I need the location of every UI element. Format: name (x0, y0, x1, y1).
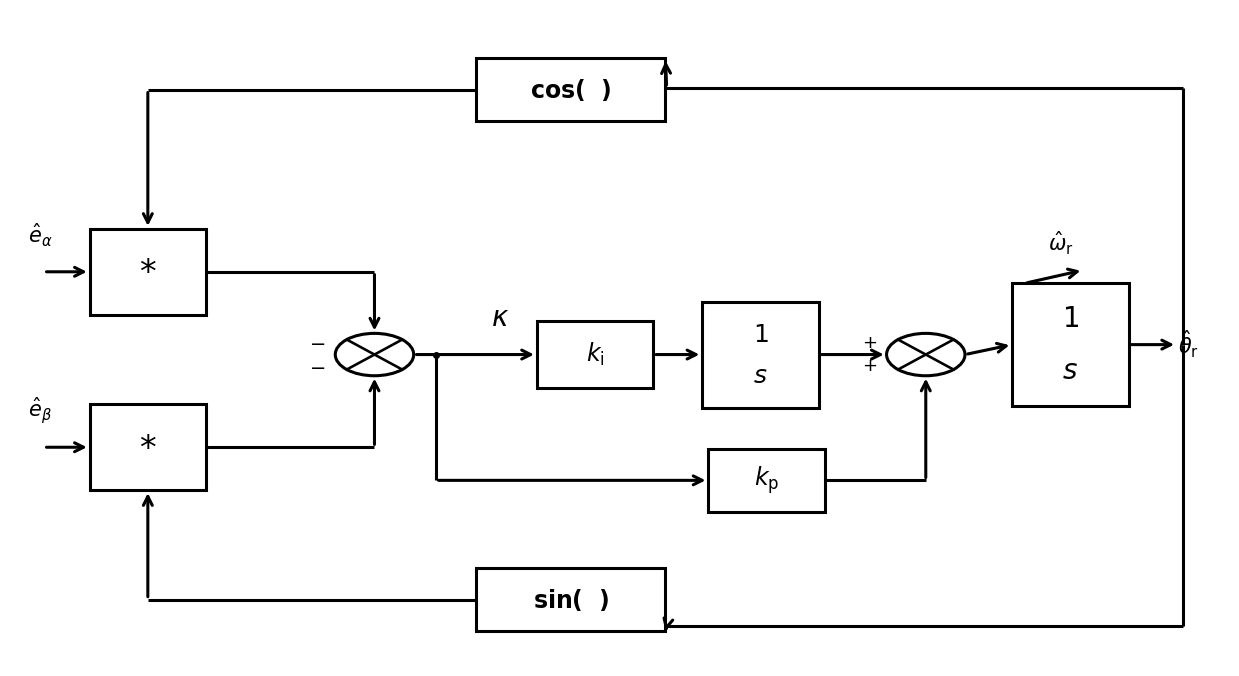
Text: $k_{\mathrm{i}}$: $k_{\mathrm{i}}$ (586, 341, 605, 368)
Bar (89, 404, 206, 490)
Text: $-$: $-$ (310, 333, 326, 352)
Text: $k_{\mathrm{p}}$: $k_{\mathrm{p}}$ (753, 464, 779, 496)
Circle shape (887, 333, 965, 376)
Text: $\hat{e}_{\alpha}$: $\hat{e}_{\alpha}$ (27, 222, 52, 249)
Text: $\mathbf{sin(\ \ )}$: $\mathbf{sin(\ \ )}$ (533, 587, 608, 612)
Text: $\hat{\theta}_{\mathrm{r}}$: $\hat{\theta}_{\mathrm{r}}$ (1177, 329, 1198, 360)
Circle shape (336, 333, 414, 376)
Text: $\hat{\omega}_{\mathrm{r}}$: $\hat{\omega}_{\mathrm{r}}$ (1048, 230, 1073, 258)
Text: $1$: $1$ (1062, 306, 1079, 333)
Text: $\mathbf{cos(\ \ )}$: $\mathbf{cos(\ \ )}$ (530, 76, 611, 103)
Text: $-$: $-$ (310, 357, 326, 376)
Text: $s$: $s$ (1062, 357, 1078, 385)
Bar (1012, 283, 1129, 406)
Bar (476, 568, 665, 631)
Text: $1$: $1$ (752, 322, 768, 347)
Text: $*$: $*$ (139, 256, 156, 288)
Text: $\kappa$: $\kappa$ (491, 304, 509, 332)
Bar (703, 301, 819, 408)
Bar (536, 322, 653, 387)
Text: $\hat{e}_{\beta}$: $\hat{e}_{\beta}$ (27, 395, 52, 426)
Text: $+$: $+$ (861, 357, 877, 375)
Text: $+$: $+$ (861, 334, 877, 352)
Bar (89, 228, 206, 315)
Text: $s$: $s$ (753, 364, 768, 388)
Bar (476, 58, 665, 121)
Text: $*$: $*$ (139, 431, 156, 464)
Bar (709, 449, 825, 512)
